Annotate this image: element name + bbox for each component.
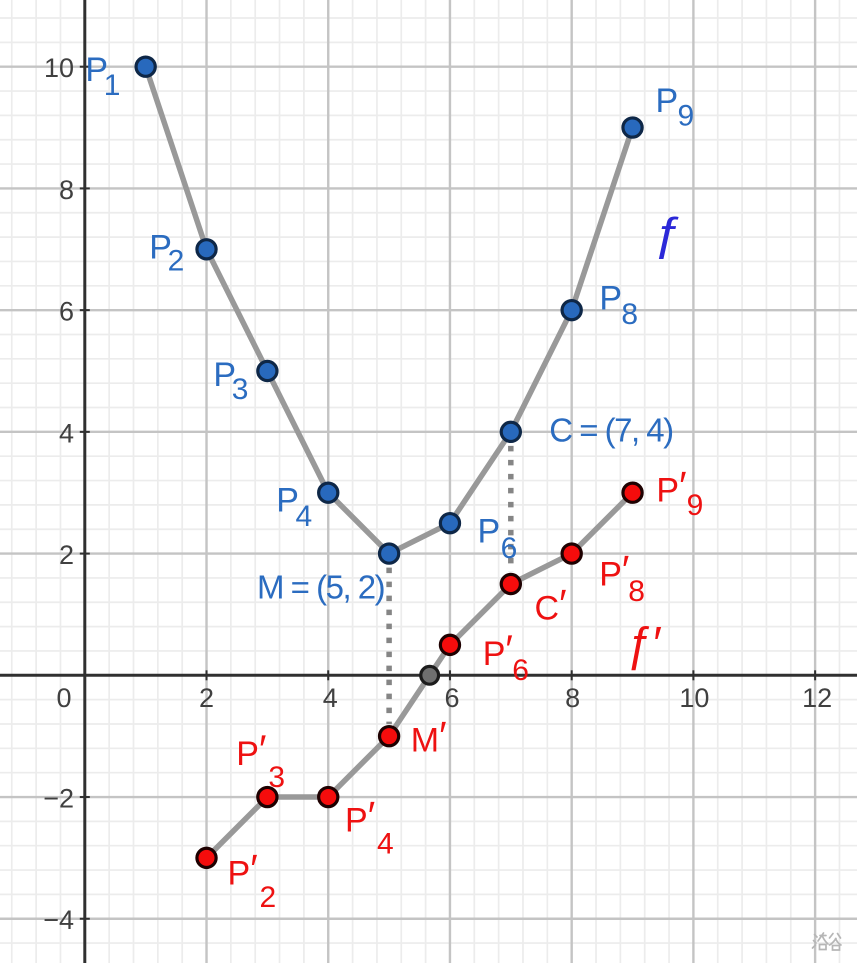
svg-text:ƒ: ƒ <box>652 208 681 260</box>
svg-text:−2: −2 <box>43 783 74 813</box>
svg-text:1: 1 <box>104 69 121 102</box>
svg-text:P: P <box>599 280 622 318</box>
svg-text:P: P <box>478 512 501 550</box>
svg-text:2: 2 <box>168 245 185 278</box>
svg-text:C′: C′ <box>535 583 567 628</box>
svg-text:6: 6 <box>501 532 518 565</box>
svg-text:P′: P′ <box>483 628 513 673</box>
svg-text:4: 4 <box>59 418 74 448</box>
svg-text:4: 4 <box>296 500 313 533</box>
svg-text:P′: P′ <box>599 549 629 594</box>
svg-text:P: P <box>656 82 679 120</box>
svg-text:8: 8 <box>621 298 638 331</box>
svg-text:12: 12 <box>802 683 832 713</box>
svg-text:P: P <box>276 482 299 520</box>
svg-text:2: 2 <box>199 683 214 713</box>
svg-text:−4: −4 <box>43 905 74 935</box>
svg-text:P′: P′ <box>236 728 266 773</box>
svg-text:P′: P′ <box>228 848 258 893</box>
svg-text:8: 8 <box>628 575 645 608</box>
svg-text:6: 6 <box>59 297 74 327</box>
svg-text:M = (5, 2): M = (5, 2) <box>257 569 384 606</box>
svg-text:10: 10 <box>679 683 709 713</box>
svg-text:6: 6 <box>444 683 459 713</box>
svg-text:P: P <box>149 229 172 267</box>
svg-text:2: 2 <box>59 540 74 570</box>
svg-text:P: P <box>85 51 108 89</box>
svg-text:3: 3 <box>232 373 249 406</box>
svg-text:P′: P′ <box>656 465 686 510</box>
svg-text:3: 3 <box>268 761 285 794</box>
svg-text:10: 10 <box>44 53 74 83</box>
svg-text:P′: P′ <box>345 794 375 839</box>
svg-text:C = (7, 4): C = (7, 4) <box>549 412 672 449</box>
svg-text:4: 4 <box>377 828 394 861</box>
svg-text:0: 0 <box>56 683 71 713</box>
svg-text:M′: M′ <box>411 715 447 760</box>
svg-text:9: 9 <box>687 489 704 522</box>
svg-text:6: 6 <box>512 654 529 687</box>
svg-text:ƒ′: ƒ′ <box>625 617 662 671</box>
svg-text:9: 9 <box>678 100 695 133</box>
svg-text:4: 4 <box>323 683 338 713</box>
svg-text:2: 2 <box>260 881 277 914</box>
svg-text:P: P <box>213 356 236 394</box>
svg-text:8: 8 <box>59 175 74 205</box>
svg-text:8: 8 <box>565 683 580 713</box>
